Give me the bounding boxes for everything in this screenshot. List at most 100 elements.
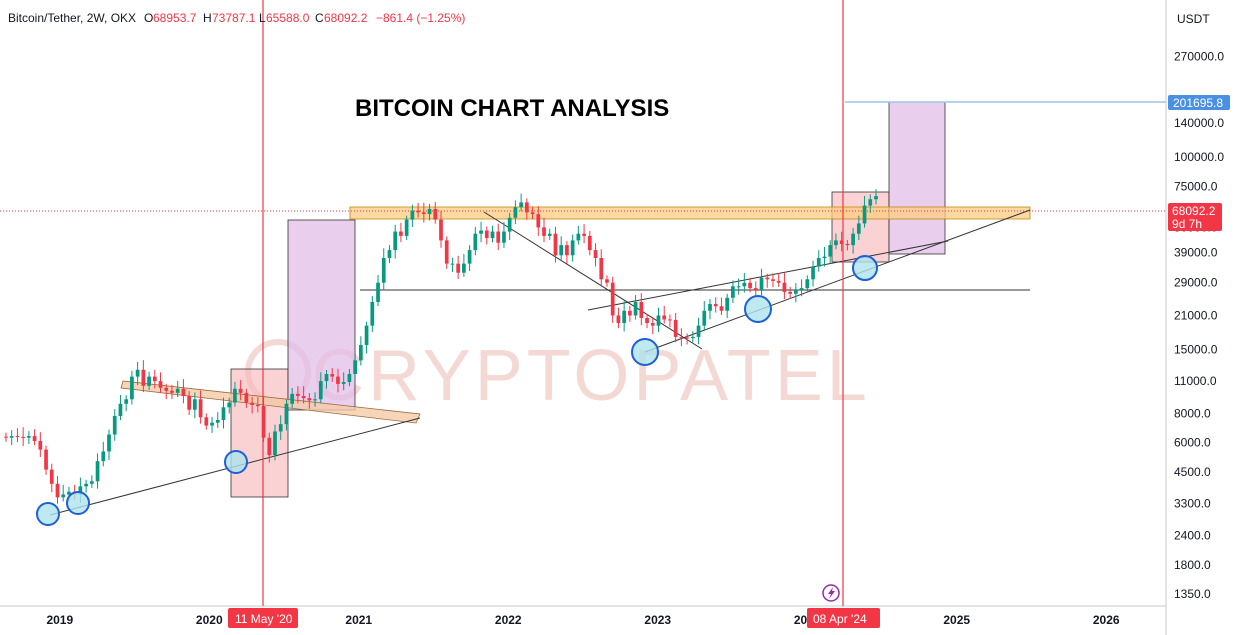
price-tick-label: 140000.0 (1174, 116, 1224, 130)
candle (708, 299, 712, 320)
candle (851, 227, 855, 254)
support-touch-circle[interactable] (36, 502, 60, 526)
candle-body (61, 494, 66, 498)
candle (347, 369, 352, 387)
candle (307, 393, 312, 409)
candle-body (318, 381, 323, 400)
candle-body (462, 263, 466, 273)
current-price-label: 68092.2 (1172, 204, 1216, 218)
candle (181, 379, 186, 404)
candle-body (719, 306, 724, 311)
candle-body (479, 230, 483, 234)
candle-body (124, 399, 129, 404)
candle-body (170, 390, 174, 393)
candle (794, 283, 798, 303)
candle-body (862, 205, 867, 224)
candle-body (524, 202, 529, 213)
candle-body (633, 301, 638, 316)
candle-body (152, 376, 157, 382)
candle (593, 243, 598, 267)
candle-body (49, 469, 54, 484)
candle-body (851, 233, 855, 246)
price-tick-label: 4500.0 (1174, 465, 1211, 479)
support-touch-circle[interactable] (744, 295, 772, 323)
candle-body (370, 301, 375, 326)
candle (404, 215, 409, 241)
candle-body (473, 233, 478, 251)
candle (845, 239, 850, 251)
candle (221, 397, 226, 429)
candle-body (513, 207, 518, 218)
candle (519, 193, 523, 212)
candle-body (496, 231, 501, 243)
current-price-tag: 68092.2 9d 7h (1168, 203, 1222, 231)
candle (479, 221, 483, 243)
candle (301, 386, 306, 404)
candle-body (536, 214, 541, 228)
candle (170, 384, 174, 400)
candle (502, 221, 506, 248)
candle-body (582, 233, 586, 236)
candle (210, 416, 214, 433)
candle (255, 397, 260, 413)
candle (421, 202, 426, 223)
support-touch-circle[interactable] (224, 450, 248, 474)
candle (416, 202, 420, 218)
candle (273, 424, 277, 461)
candle-body (32, 436, 37, 441)
candle (370, 296, 375, 332)
downtrend-line-2022 (483, 211, 703, 350)
candle-body (794, 289, 798, 294)
time-tick-label: 2026 (1093, 613, 1120, 627)
candle-body (341, 382, 346, 384)
purple-zone-2024 (888, 101, 946, 255)
candle-body (444, 240, 449, 264)
candle-body (141, 369, 146, 386)
support-touch-circle[interactable] (66, 491, 90, 515)
candle-body (673, 319, 678, 337)
candle-body (101, 451, 106, 462)
candle (799, 279, 804, 297)
price-tick-label: 29000.0 (1174, 276, 1218, 290)
candle-body (599, 257, 604, 280)
candle (101, 441, 106, 467)
candle (135, 361, 140, 386)
candle (650, 317, 655, 335)
candle (828, 240, 833, 263)
candle (599, 249, 604, 286)
event-lightning-icon[interactable] (822, 584, 840, 602)
candle-body (181, 388, 186, 396)
candle (61, 484, 66, 502)
time-tick-label: 2022 (495, 613, 522, 627)
high-value: 73787.1 (212, 11, 256, 25)
candle (278, 415, 283, 440)
candle (673, 313, 678, 343)
support-touch-circle[interactable] (852, 255, 878, 281)
candle-body (593, 250, 598, 258)
time-axis[interactable]: 20192020202120222023202420252026 (46, 613, 1119, 627)
candle (290, 387, 295, 408)
candle (530, 206, 535, 220)
candle (759, 268, 764, 296)
candle-body (193, 399, 197, 410)
candle (353, 353, 357, 382)
candle (38, 432, 43, 458)
ohlc-legend: Bitcoin/Tether, 2W, OKX O 68953.7 H 7378… (8, 11, 465, 25)
candle-body (484, 230, 489, 239)
candle (742, 273, 747, 293)
candle (376, 274, 380, 307)
candle-body (250, 402, 254, 405)
candle-body (782, 282, 787, 292)
candle (393, 224, 398, 259)
candle (616, 307, 621, 329)
high-label: H (203, 11, 212, 25)
candle-body (15, 436, 20, 438)
candle (112, 409, 117, 441)
candle (95, 453, 100, 489)
target-price-label: 201695.8 (1173, 96, 1223, 110)
support-touch-circle[interactable] (631, 338, 659, 366)
price-axis[interactable]: 270000.0140000.0100000.075000.050000.039… (1174, 49, 1224, 601)
candle-body (439, 219, 443, 241)
candle-body (874, 196, 878, 200)
